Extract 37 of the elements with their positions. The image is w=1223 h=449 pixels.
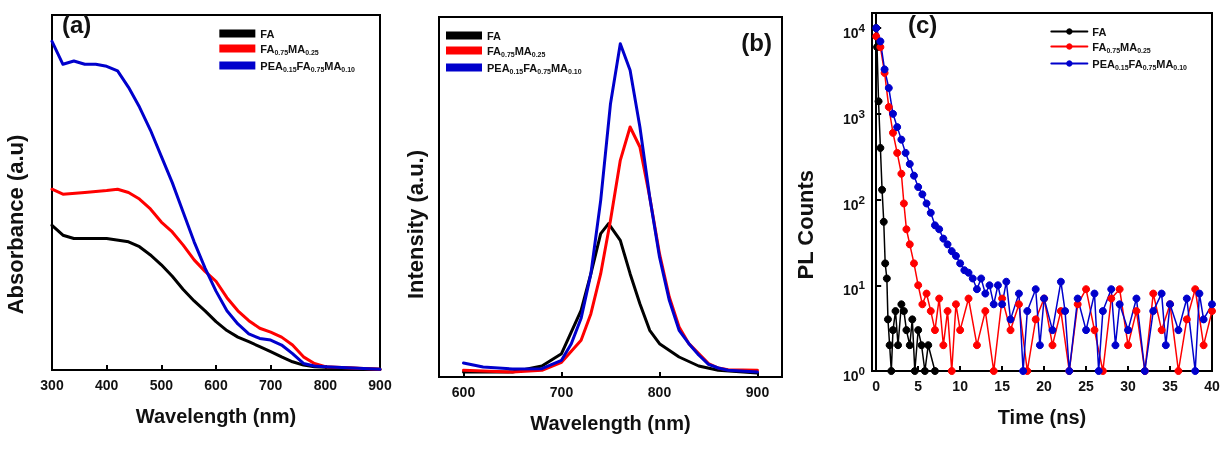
x-tick-label: 15 [994,378,1011,394]
y-axis-title: Intensity (a.u.) [402,149,428,300]
x-tick-label: 700 [549,384,574,400]
y-tick-label: 10$^{2}$ [842,191,865,214]
x-tick-label: 900 [745,384,770,400]
y-tick-label: 10$^{3}$ [842,105,865,128]
legend-label: FA [487,29,502,42]
x-axis-title: Time (ns) [997,406,1087,428]
x-tick-label: 40 [1204,378,1220,394]
x-tick-label: 600 [204,377,228,393]
x-axis-title: Wavelength (nm) [530,412,691,434]
x-tick-label: 300 [40,377,64,393]
y-axis-title: PL Counts [792,169,818,280]
y-tick-label: 10$^{4}$ [842,20,865,42]
annotation: (b) [741,28,773,56]
y-tick-label: 10$^{1}$ [842,277,865,299]
x-tick-label: 20 [1036,378,1053,394]
x-tick-label: 700 [258,377,283,393]
x-axis-title: Wavelength (nm) [135,405,297,427]
x-tick-label: 25 [1078,378,1095,394]
x-tick-label: 35 [1162,378,1179,394]
y-tick-label: 10$^{0}$ [842,363,865,385]
text: (a) [62,10,92,38]
x-tick-label: 5 [914,378,923,394]
legend-label: FA [1092,25,1107,38]
x-tick-label: 10 [952,378,969,394]
x-tick-label: 0 [872,378,881,394]
x-tick-label: 400 [94,377,119,393]
x-tick-label: 500 [149,377,174,393]
x-tick-label: 30 [1120,378,1137,394]
x-tick-label: 600 [451,384,476,400]
y-axis-title: Absorbance (a.u) [2,134,28,315]
x-tick-label: 900 [368,377,392,393]
x-tick-label: 800 [313,377,338,393]
x-tick-label: 800 [647,384,672,400]
annotation: (c) [908,10,938,38]
legend-label: FA [260,27,275,40]
